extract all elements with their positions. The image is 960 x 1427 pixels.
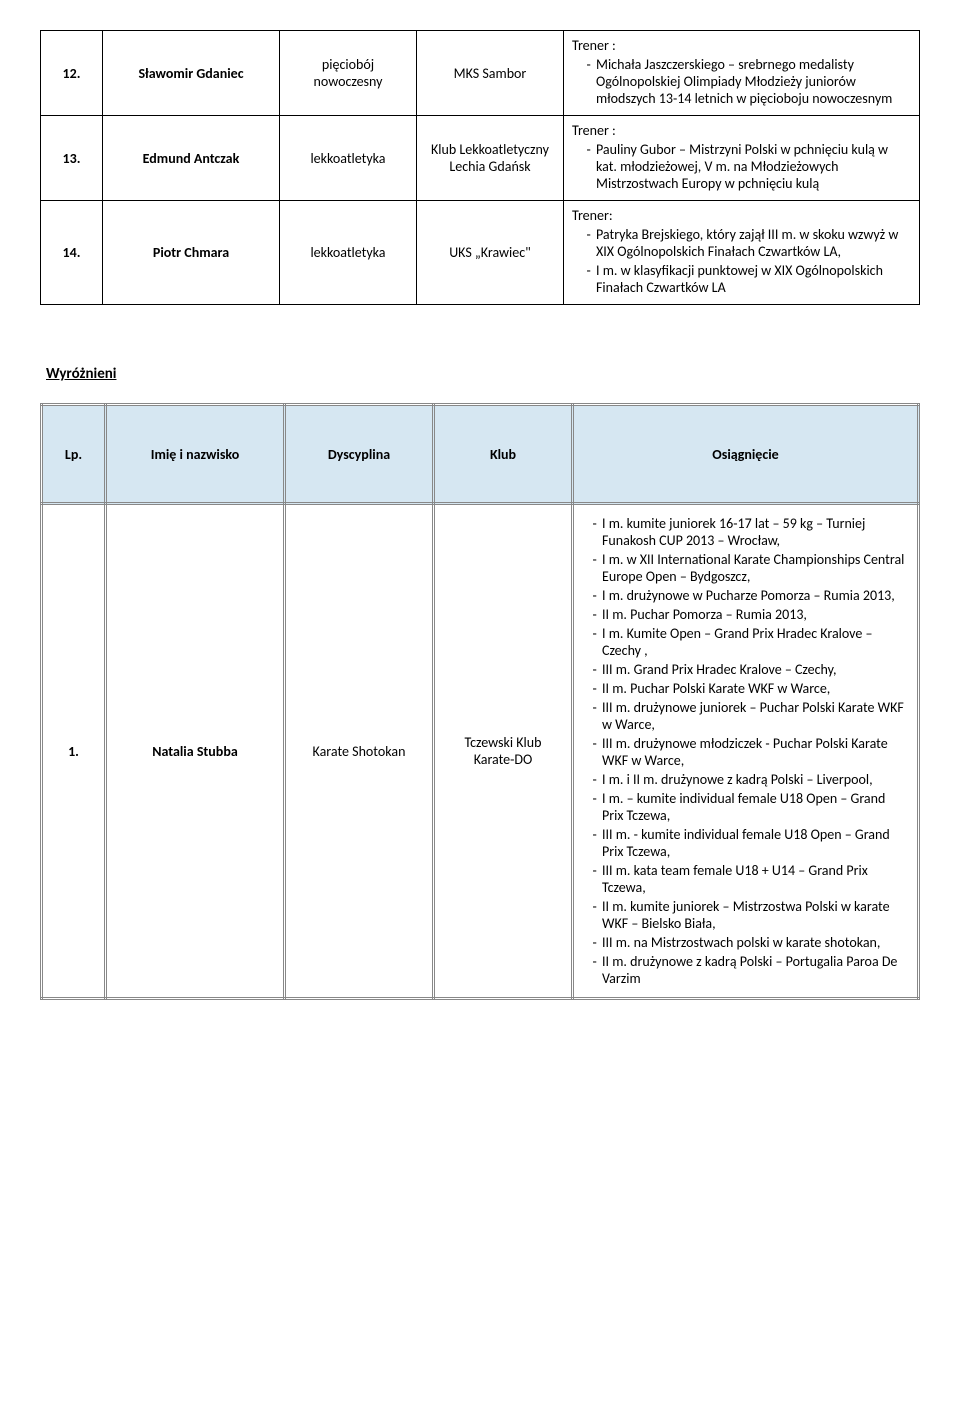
cell-lp: 12. [41,31,103,116]
trener-label: Trener: [572,207,911,224]
achievement-item: III m. drużynowe młodziczek - Puchar Pol… [600,735,909,769]
table-row: 13.Edmund AntczaklekkoatletykaKlub Lekko… [41,116,920,201]
achievement-item: II m. drużynowe z kadrą Polski – Portuga… [600,953,909,987]
achievement-item: II m. Puchar Polski Karate WKF w Warce, [600,680,909,697]
achievement-item: I m. drużynowe w Pucharze Pomorza – Rumi… [600,587,909,604]
trainers-table-body: 12.Sławomir Gdaniecpięciobój nowoczesnyM… [41,31,920,305]
achievement-item: III m. Grand Prix Hradec Kralove – Czech… [600,661,909,678]
cell-club: Klub Lekkoatletyczny Lechia Gdańsk [417,116,564,201]
cell-name: Sławomir Gdaniec [103,31,280,116]
achievement-list: Michała Jaszczerskiego – srebrnego medal… [572,56,911,107]
header-discipline: Dyscyplina [285,405,434,504]
header-club: Klub [434,405,573,504]
achievement-item: Patryka Brejskiego, który zajął III m. w… [594,226,911,260]
cell-achievement: Trener: Patryka Brejskiego, który zajął I… [564,201,920,305]
cell-lp: 13. [41,116,103,201]
trener-label: Trener : [572,37,911,54]
cell-discipline: lekkoatletyka [280,201,417,305]
achievement-item: I m. w klasyfikacji punktowej w XIX Ogól… [594,262,911,296]
cell-achievement: Trener : Michała Jaszczerskiego – srebrne… [564,31,920,116]
achievement-item: III m. - kumite individual female U18 Op… [600,826,909,860]
cell-discipline: Karate Shotokan [285,504,434,999]
achievement-item: III m. kata team female U18 + U14 – Gran… [600,862,909,896]
trener-label: Trener : [572,122,911,139]
awarded-table: Lp. Imię i nazwisko Dyscyplina Klub Osią… [40,403,920,1000]
achievement-list: Pauliny Gubor – Mistrzyni Polski w pchni… [572,141,911,192]
achievement-item: III m. na Mistrzostwach polski w karate … [600,934,909,951]
achievement-item: I m. kumite juniorek 16-17 lat – 59 kg –… [600,515,909,549]
achievement-list: I m. kumite juniorek 16-17 lat – 59 kg –… [582,515,909,987]
cell-lp: 1. [42,504,106,999]
achievement-list: Patryka Brejskiego, który zajął III m. w… [572,226,911,296]
achievement-item: I m. – kumite individual female U18 Open… [600,790,909,824]
achievement-item: II m. Puchar Pomorza – Rumia 2013, [600,606,909,623]
trainers-table: 12.Sławomir Gdaniecpięciobój nowoczesnyM… [40,30,920,305]
cell-club: Tczewski Klub Karate-DO [434,504,573,999]
section-title: Wyróżnieni [46,365,920,383]
header-achievement: Osiągnięcie [573,405,919,504]
cell-club: UKS „Krawiec" [417,201,564,305]
achievement-item: I m. i II m. drużynowe z kadrą Polski – … [600,771,909,788]
cell-lp: 14. [41,201,103,305]
awarded-table-body: 1.Natalia StubbaKarate ShotokanTczewski … [42,504,919,999]
cell-achievement: Trener : Pauliny Gubor – Mistrzyni Polski… [564,116,920,201]
cell-discipline: pięciobój nowoczesny [280,31,417,116]
header-name: Imię i nazwisko [106,405,285,504]
table-row: 1.Natalia StubbaKarate ShotokanTczewski … [42,504,919,999]
awarded-header-row: Lp. Imię i nazwisko Dyscyplina Klub Osią… [42,405,919,504]
cell-name: Natalia Stubba [106,504,285,999]
cell-name: Edmund Antczak [103,116,280,201]
achievement-item: III m. drużynowe juniorek – Puchar Polsk… [600,699,909,733]
table-row: 14.Piotr ChmaralekkoatletykaUKS „Krawiec… [41,201,920,305]
achievement-item: II m. kumite juniorek – Mistrzostwa Pols… [600,898,909,932]
cell-name: Piotr Chmara [103,201,280,305]
achievement-item: I m. w XII International Karate Champion… [600,551,909,585]
cell-achievement: I m. kumite juniorek 16-17 lat – 59 kg –… [573,504,919,999]
achievement-item: I m. Kumite Open – Grand Prix Hradec Kra… [600,625,909,659]
table-row: 12.Sławomir Gdaniecpięciobój nowoczesnyM… [41,31,920,116]
cell-club: MKS Sambor [417,31,564,116]
header-lp: Lp. [42,405,106,504]
achievement-item: Michała Jaszczerskiego – srebrnego medal… [594,56,911,107]
cell-discipline: lekkoatletyka [280,116,417,201]
achievement-item: Pauliny Gubor – Mistrzyni Polski w pchni… [594,141,911,192]
